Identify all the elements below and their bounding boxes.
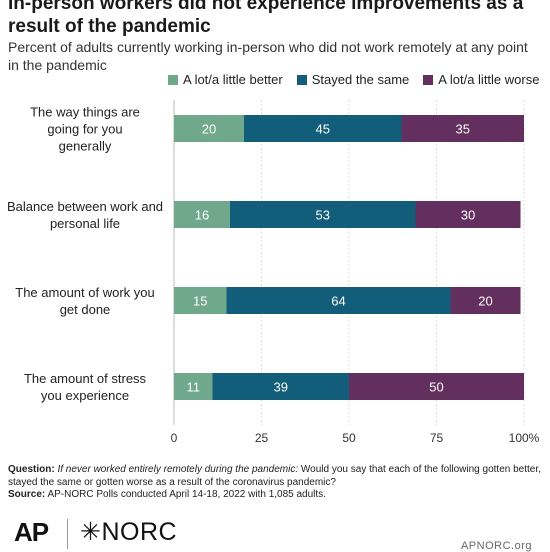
bar-segment-same: [212, 373, 349, 400]
bar-segment-worse: [415, 201, 521, 228]
site-link[interactable]: APNORC.org: [460, 540, 532, 552]
bar-value-label: 39: [274, 380, 288, 395]
bar-segment-better: [174, 115, 244, 142]
x-tick-label: 0: [171, 431, 178, 445]
category-label: The amount of work you get done: [15, 285, 154, 317]
bar-segment-better: [174, 287, 227, 314]
legend-swatch-better: [168, 74, 178, 85]
bar-value-label: 50: [429, 380, 443, 395]
bar-segment-better: [174, 373, 213, 400]
legend-label-same: Stayed the same: [311, 72, 410, 87]
bar-value-label: 35: [456, 122, 470, 137]
bar-value-label: 15: [193, 294, 207, 309]
logo-bar: AP ✳NORC APNORC.org: [14, 515, 544, 552]
bar-segment-same: [226, 287, 451, 314]
category-label: The way things are going for you generally: [30, 105, 140, 154]
question-condition: If never worked entirely remotely during…: [57, 464, 299, 475]
question-note: Question: If never worked entirely remot…: [8, 464, 544, 489]
x-tick-label: 50: [342, 431, 356, 445]
source-label: Source:: [8, 489, 46, 500]
source-text: AP-NORC Polls conducted April 14-18, 202…: [47, 489, 326, 500]
x-tick-label: 100%: [509, 431, 540, 445]
legend-swatch-worse: [423, 74, 434, 85]
category-label: Balance between work and personal life: [7, 199, 163, 231]
legend-label-better: A lot/a little better: [183, 72, 283, 87]
question-text: Would you say that each of the following…: [8, 464, 541, 488]
question-label: Question:: [8, 464, 55, 475]
bar-value-label: 45: [316, 122, 330, 137]
category-label: The amount of stress you experience: [24, 371, 147, 403]
bar-value-label: 20: [202, 122, 216, 137]
bar-segment-worse: [450, 287, 521, 314]
chart-footer: Question: If never worked entirely remot…: [8, 464, 544, 502]
legend-item-better: A lot/a little better: [168, 72, 283, 87]
bar-value-label: 53: [316, 208, 330, 223]
bar-segment-worse: [401, 115, 524, 142]
source-note: Source: AP-NORC Polls conducted April 14…: [8, 489, 544, 502]
bar-segment-better: [174, 201, 230, 228]
chart-title: In-person workers did not experience imp…: [8, 0, 524, 37]
logo-divider: [67, 519, 68, 549]
stacked-bar-chart: 0 25 50 75 100% The way things are going for y…: [7, 100, 540, 445]
ap-logo: AP: [14, 517, 49, 547]
bar-value-label: 20: [478, 294, 492, 309]
bar-value-label: 16: [195, 208, 209, 223]
bar-segment-worse: [349, 373, 524, 400]
bar-segment-same: [244, 115, 402, 142]
legend-swatch-same: [296, 74, 307, 85]
x-tick-label: 25: [255, 431, 269, 445]
bar-value-label: 30: [461, 208, 475, 223]
legend-item-worse: A lot/a little worse: [423, 72, 539, 87]
norc-logo: ✳NORC: [80, 517, 177, 547]
norc-star-icon: ✳: [80, 518, 102, 546]
bar-segment-same: [230, 201, 416, 228]
legend-label-worse: A lot/a little worse: [438, 72, 540, 87]
legend: A lot/a little better Stayed the same A …: [168, 72, 539, 87]
bar-value-label: 64: [331, 294, 345, 309]
chart-subtitle: Percent of adults currently working in-p…: [8, 39, 528, 73]
norc-logo-text: NORC: [101, 518, 178, 546]
bar-value-label: 11: [187, 380, 201, 395]
x-tick-label: 75: [430, 431, 444, 445]
legend-item-same: Stayed the same: [296, 72, 410, 87]
